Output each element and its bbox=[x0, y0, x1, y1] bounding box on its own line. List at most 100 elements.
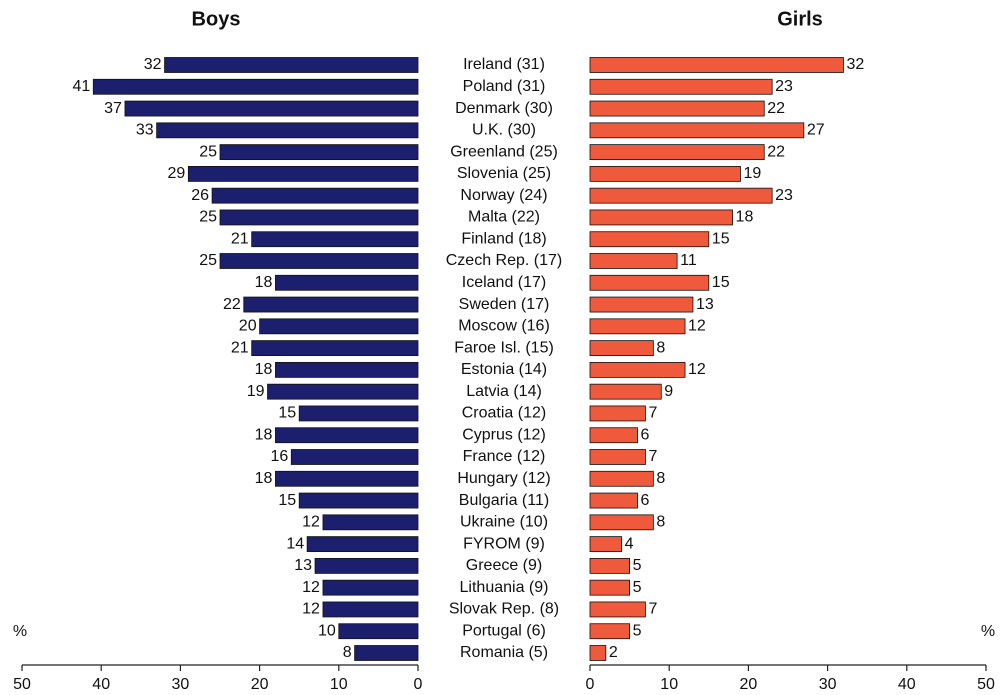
category-label: Poland (31) bbox=[463, 78, 546, 95]
category-label: Lithuania (9) bbox=[460, 579, 549, 596]
value-label: 32 bbox=[846, 56, 864, 73]
value-label: 16 bbox=[270, 448, 288, 465]
value-label: 6 bbox=[641, 426, 650, 443]
category-label: Czech Rep. (17) bbox=[446, 252, 563, 269]
value-label: 2 bbox=[609, 644, 618, 661]
category-label: Slovenia (25) bbox=[457, 165, 551, 182]
bar bbox=[589, 427, 638, 444]
bar bbox=[267, 383, 419, 400]
value-label: 29 bbox=[168, 165, 186, 182]
bar bbox=[187, 165, 419, 182]
bar bbox=[589, 122, 805, 139]
bar bbox=[298, 492, 419, 509]
category-label: Slovak Rep. (8) bbox=[449, 601, 559, 618]
value-label: 15 bbox=[712, 230, 730, 247]
category-label: Ireland (31) bbox=[463, 56, 545, 73]
value-label: 18 bbox=[255, 470, 273, 487]
bar bbox=[589, 340, 654, 357]
value-label: 8 bbox=[656, 470, 665, 487]
x-tick-label: 10 bbox=[330, 676, 348, 693]
bar bbox=[322, 579, 419, 596]
bar bbox=[306, 536, 419, 553]
value-label: 37 bbox=[104, 100, 122, 117]
value-label: 19 bbox=[743, 165, 761, 182]
category-label: Romania (5) bbox=[460, 644, 548, 661]
category-label: Hungary (12) bbox=[457, 470, 550, 487]
value-label: 10 bbox=[318, 622, 336, 639]
x-tick-label: 10 bbox=[660, 676, 678, 693]
value-label: 12 bbox=[688, 318, 706, 335]
category-label: Iceland (17) bbox=[462, 274, 547, 291]
value-label: 6 bbox=[641, 492, 650, 509]
x-tick-label: 50 bbox=[13, 676, 31, 693]
bar bbox=[589, 492, 638, 509]
x-tick-label: 20 bbox=[740, 676, 758, 693]
value-label: 18 bbox=[255, 426, 273, 443]
category-label: Estonia (14) bbox=[461, 361, 547, 378]
bar bbox=[243, 296, 419, 313]
bar bbox=[124, 100, 419, 117]
x-tick-label: 30 bbox=[819, 676, 837, 693]
bar bbox=[156, 122, 419, 139]
bar bbox=[251, 231, 419, 248]
bar bbox=[314, 557, 419, 574]
x-tick-label: 20 bbox=[251, 676, 269, 693]
bar bbox=[589, 536, 623, 553]
bar bbox=[219, 253, 419, 269]
category-label: U.K. (30) bbox=[472, 122, 536, 139]
bar bbox=[589, 557, 630, 574]
category-label: Cyprus (12) bbox=[462, 426, 546, 443]
category-label: Greece (9) bbox=[466, 557, 542, 574]
value-label: 15 bbox=[278, 405, 296, 422]
value-label: 7 bbox=[648, 405, 657, 422]
value-label: 9 bbox=[664, 383, 673, 400]
value-label: 26 bbox=[191, 187, 209, 204]
category-label: France (12) bbox=[463, 448, 546, 465]
value-label: 7 bbox=[648, 601, 657, 618]
value-label: 15 bbox=[712, 274, 730, 291]
bar bbox=[589, 645, 607, 661]
bar bbox=[322, 601, 419, 618]
bar bbox=[589, 383, 662, 400]
bar bbox=[589, 274, 710, 291]
value-label: 25 bbox=[199, 252, 217, 269]
bar bbox=[589, 296, 694, 313]
x-tick-label: 0 bbox=[414, 676, 423, 693]
category-label: Sweden (17) bbox=[459, 296, 550, 313]
category-label: Ukraine (10) bbox=[460, 514, 548, 531]
bar bbox=[164, 57, 419, 73]
bar bbox=[211, 187, 419, 204]
value-label: 13 bbox=[696, 296, 714, 313]
bar bbox=[354, 645, 419, 661]
bar bbox=[589, 601, 646, 618]
bar bbox=[251, 340, 419, 357]
value-label: 13 bbox=[294, 557, 312, 574]
value-label: 27 bbox=[807, 122, 825, 139]
value-label: 23 bbox=[775, 78, 793, 95]
axis-unit: % bbox=[13, 623, 27, 640]
value-label: 5 bbox=[633, 579, 642, 596]
bar bbox=[589, 623, 630, 640]
x-tick-label: 50 bbox=[977, 676, 995, 693]
value-label: 7 bbox=[648, 448, 657, 465]
value-label: 18 bbox=[255, 274, 273, 291]
value-label: 33 bbox=[136, 122, 154, 139]
series-title: Girls bbox=[777, 8, 823, 30]
category-label: Latvia (14) bbox=[466, 383, 542, 400]
bar bbox=[589, 100, 765, 117]
value-label: 18 bbox=[255, 361, 273, 378]
bar bbox=[589, 579, 630, 596]
category-label: Croatia (12) bbox=[462, 405, 546, 422]
value-label: 14 bbox=[286, 535, 304, 552]
bar bbox=[298, 405, 419, 422]
value-label: 22 bbox=[767, 143, 785, 160]
bar bbox=[275, 361, 419, 378]
value-label: 8 bbox=[343, 644, 352, 661]
bar bbox=[589, 449, 646, 465]
category-label: Denmark (30) bbox=[455, 100, 553, 117]
value-label: 23 bbox=[775, 187, 793, 204]
bar bbox=[338, 623, 419, 640]
category-label: Faroe Isl. (15) bbox=[454, 339, 554, 356]
series-title: Boys bbox=[192, 8, 241, 30]
bar bbox=[589, 361, 686, 378]
